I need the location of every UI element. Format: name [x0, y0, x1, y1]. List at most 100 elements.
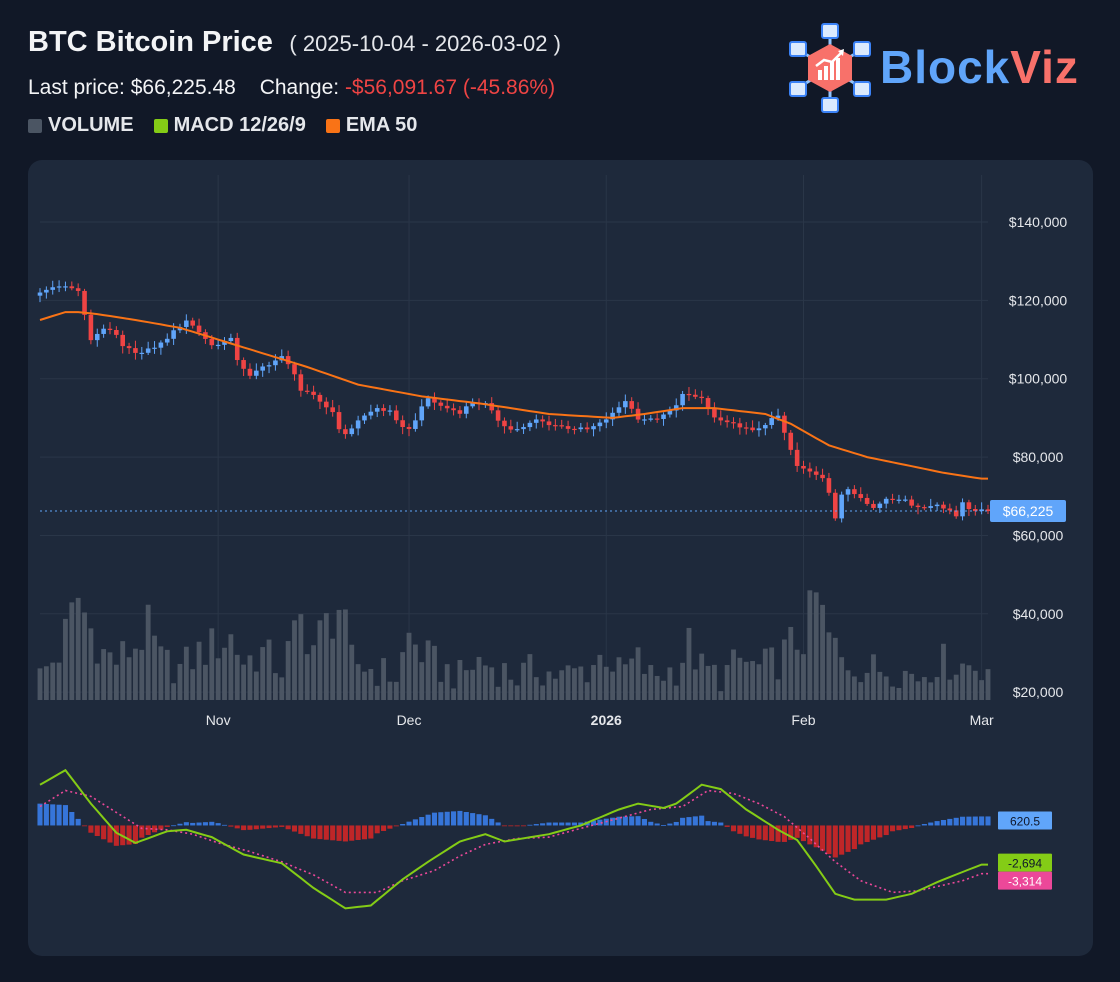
chart-panel: $140,000 $120,000 $100,000 $80,000 $60,000 $4…: [28, 160, 1093, 956]
volume-bar: [610, 671, 616, 700]
macd-histogram-bar: [552, 822, 558, 826]
last-price-tag: [990, 500, 1066, 523]
volume-bar: [56, 662, 62, 700]
volume-bar: [362, 671, 367, 700]
macd-histogram-bar: [590, 820, 597, 826]
volume-bar: [317, 620, 323, 700]
macd-histogram-bar: [400, 824, 406, 826]
candle-up: [902, 499, 908, 501]
volume-bar: [158, 646, 164, 700]
candle-down: [743, 427, 749, 429]
last-price-tag-label: $66,225: [1003, 503, 1054, 519]
macd-histogram-bar: [285, 825, 291, 830]
candle-down: [737, 423, 743, 428]
macd-histogram-bar: [304, 825, 310, 837]
macd-histogram-bar: [902, 825, 908, 830]
candle-up: [463, 406, 469, 414]
volume-bar: [584, 682, 590, 700]
macd-histogram-bar: [826, 825, 832, 855]
macd-histogram-bar: [202, 822, 208, 826]
chart-header: BTC Bitcoin Price ( 2025-10-04 - 2026-03…: [28, 22, 1098, 152]
volume-bar: [565, 665, 571, 700]
candle-up: [387, 410, 393, 412]
last-price-label: Last price:: [28, 76, 125, 99]
volume-bar: [272, 673, 278, 700]
volume-bar: [107, 652, 113, 700]
candle-down: [107, 328, 113, 330]
macd-histogram-bar: [890, 825, 896, 832]
volume-bar: [69, 602, 75, 700]
candle-up: [94, 333, 100, 341]
candle-down: [794, 449, 800, 466]
volume-bar: [629, 658, 635, 700]
legend-item-macd[interactable]: MACD 12/26/9: [153, 114, 306, 137]
volume-bar: [743, 661, 749, 700]
x-tick-label: 2026: [591, 712, 622, 728]
candle-down: [209, 338, 215, 346]
price-chart-svg[interactable]: $140,000 $120,000 $100,000 $80,000 $60,000 $4…: [28, 160, 1093, 956]
macd-histogram-bar: [750, 825, 756, 838]
macd-histogram-bar: [107, 825, 113, 843]
volume-bar: [845, 670, 851, 700]
legend-item-ema[interactable]: EMA 50: [325, 114, 417, 137]
candle-up: [368, 411, 374, 416]
volume-bar: [540, 685, 546, 700]
macd-histogram-bar: [43, 804, 49, 826]
candle-up: [839, 494, 844, 519]
volume-bar: [101, 649, 107, 700]
macd-histogram-bar: [622, 816, 628, 826]
candle-down: [864, 497, 870, 504]
volume-bar: [686, 627, 692, 700]
volume-bar: [444, 664, 450, 700]
candle-down: [304, 390, 310, 392]
volume-bar: [642, 673, 647, 700]
macd-histogram-bar: [393, 825, 399, 827]
candle-down: [826, 478, 832, 493]
macd-histogram-bar: [616, 816, 622, 826]
ema-swatch: [325, 118, 340, 133]
candle-down: [508, 426, 514, 430]
macd-histogram-bar: [915, 825, 921, 827]
candle-up: [254, 370, 259, 376]
last-price-value: $66,225.48: [130, 76, 236, 99]
volume-bar: [921, 677, 927, 700]
volume-bar: [463, 670, 469, 700]
volume-bar: [145, 604, 151, 700]
macd-histogram-bar: [374, 825, 380, 834]
volume-bar: [451, 688, 456, 700]
candle-down: [654, 418, 660, 420]
candle-down: [451, 408, 456, 411]
volume-bar: [82, 612, 87, 700]
volume-bar: [502, 663, 507, 700]
volume-bar: [591, 665, 596, 700]
macd-histogram-bar: [972, 816, 978, 826]
macd-histogram-bar: [279, 825, 285, 827]
candle-down: [852, 489, 857, 495]
volume-bar: [177, 663, 183, 700]
volume-bar: [304, 654, 310, 700]
macd-tag-macd: [998, 853, 1052, 872]
macd-tag-signal: [998, 871, 1052, 890]
volume-bar: [896, 687, 902, 700]
volume-bar: [336, 609, 342, 700]
macd-histogram-bar: [463, 812, 469, 826]
macd-histogram-bar: [928, 822, 934, 826]
volume-bar: [400, 652, 406, 700]
candle-down: [705, 398, 711, 408]
volume-bar: [113, 664, 119, 700]
macd-histogram-bar: [820, 825, 826, 851]
legend-item-volume[interactable]: VOLUME: [28, 114, 134, 137]
macd-histogram-bar: [559, 822, 565, 826]
macd-histogram-bar: [851, 825, 857, 850]
candle-up: [215, 344, 221, 347]
candle-down: [693, 394, 698, 397]
macd-histogram-bar: [158, 825, 164, 830]
volume-bar: [871, 654, 876, 700]
macd-histogram-bar: [94, 825, 100, 836]
volume-bar: [266, 639, 272, 700]
candle-up: [101, 328, 106, 334]
volume-bar: [323, 613, 329, 700]
candle-up: [667, 410, 673, 415]
candle-down: [444, 405, 450, 409]
candle-down: [966, 502, 972, 509]
